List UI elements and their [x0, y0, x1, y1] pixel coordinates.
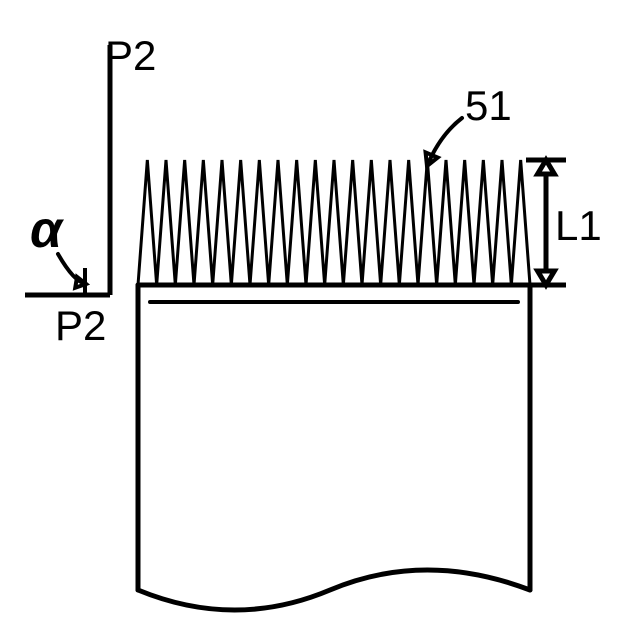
label-l1: L1: [555, 202, 602, 249]
label-51: 51: [465, 82, 512, 129]
body-outline: [138, 285, 530, 610]
leader-51: [426, 118, 462, 166]
label-alpha: α: [30, 201, 65, 259]
label-p2-top: P2: [105, 32, 156, 79]
label-p2-bottom: P2: [55, 302, 106, 349]
alpha-annotation: [58, 254, 86, 295]
teeth-row: [138, 160, 530, 285]
diagram-canvas: P2 P2 α 51 L1: [0, 0, 624, 642]
